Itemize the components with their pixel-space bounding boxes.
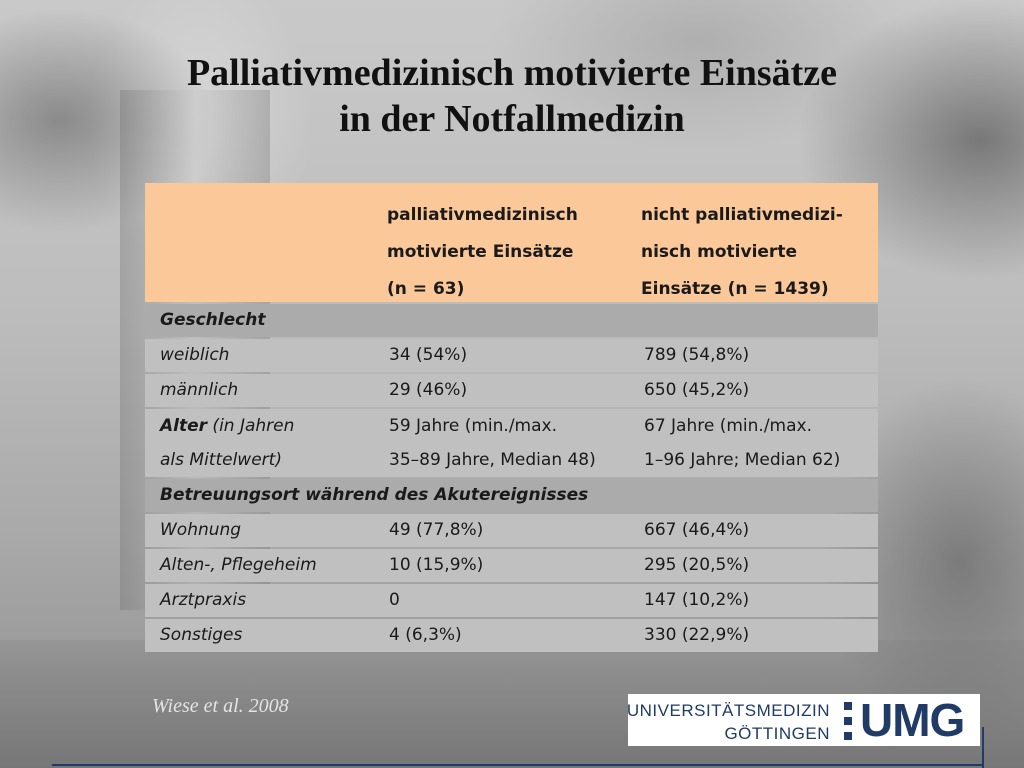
table-row: Wohnung 49 (77,8%) 667 (46,4%) [145,514,878,547]
header-palliative: palliativmedizinisch motivierte Einsätze… [387,205,578,299]
section-row-geschlecht: Geschlecht [145,304,878,337]
cell-palliative: 0 [389,590,400,610]
table-row: weiblich 34 (54%) 789 (54,8%) [145,339,878,372]
cell-palliative: 59 Jahre (min./max. 35–89 Jahre, Median … [389,416,596,470]
umg-logo: UNIVERSITÄTSMEDIZIN GÖTTINGEN UMG [627,694,980,746]
cell-palliative: 49 (77,8%) [389,520,484,540]
data-table: palliativmedizinisch motivierte Einsätze… [145,183,878,652]
cell-non-palliative: 789 (54,8%) [644,345,750,365]
logo-line2: GÖTTINGEN [724,724,830,743]
cell-non-palliative: 295 (20,5%) [644,555,750,575]
row-label: Arztpraxis [160,590,247,610]
slide-title: Palliativmedizinisch motivierte Einsätze… [0,50,1024,142]
row-label: Geschlecht [160,310,266,330]
table-header: palliativmedizinisch motivierte Einsätze… [145,183,878,302]
slide-title-line1: Palliativmedizinisch motivierte Einsätze [186,52,838,94]
table-row-alter: Alter (in Jahren als Mittelwert) 59 Jahr… [145,409,878,477]
cell-palliative: 29 (46%) [389,380,468,400]
cell-non-palliative: 650 (45,2%) [644,380,750,400]
row-label: weiblich [160,345,230,365]
row-label: Betreuungsort während des Akutereignisse… [160,485,589,505]
footer-rule [52,764,984,766]
section-row-betreuungsort: Betreuungsort während des Akutereignisse… [145,479,878,512]
row-label: Alten-, Pflegeheim [160,555,317,575]
logo-dots-icon [844,702,852,740]
table-row: Arztpraxis 0 147 (10,2%) [145,584,878,617]
slide-title-line2: in der Notfallmedizin [339,98,685,140]
table-row: Alten-, Pflegeheim 10 (15,9%) 295 (20,5%… [145,549,878,582]
logo-line1: UNIVERSITÄTSMEDIZIN [626,701,830,720]
citation: Wiese et al. 2008 [152,695,289,717]
row-label-strong: Alter [160,416,208,436]
cell-palliative: 4 (6,3%) [389,625,462,645]
row-label: männlich [160,380,239,400]
table-row: männlich 29 (46%) 650 (45,2%) [145,374,878,407]
table-row: Sonstiges 4 (6,3%) 330 (22,9%) [145,619,878,652]
logo-mark: UMG [860,694,965,746]
row-label: Alter (in Jahren als Mittelwert) [160,409,294,477]
cell-palliative: 10 (15,9%) [389,555,484,575]
logo-vertical-rule [982,727,984,768]
cell-non-palliative: 147 (10,2%) [644,590,750,610]
row-label: Wohnung [160,520,242,540]
cell-non-palliative: 67 Jahre (min./max. 1–96 Jahre; Median 6… [644,416,841,470]
cell-non-palliative: 667 (46,4%) [644,520,750,540]
logo-text: UNIVERSITÄTSMEDIZIN GÖTTINGEN [627,699,830,745]
cell-non-palliative: 330 (22,9%) [644,625,750,645]
row-label-rest: (in Jahren als Mittelwert) [160,416,295,470]
header-non-palliative: nicht palliativmedizi- nisch motivierte … [641,205,843,299]
row-label: Sonstiges [160,625,243,645]
cell-palliative: 34 (54%) [389,345,468,365]
